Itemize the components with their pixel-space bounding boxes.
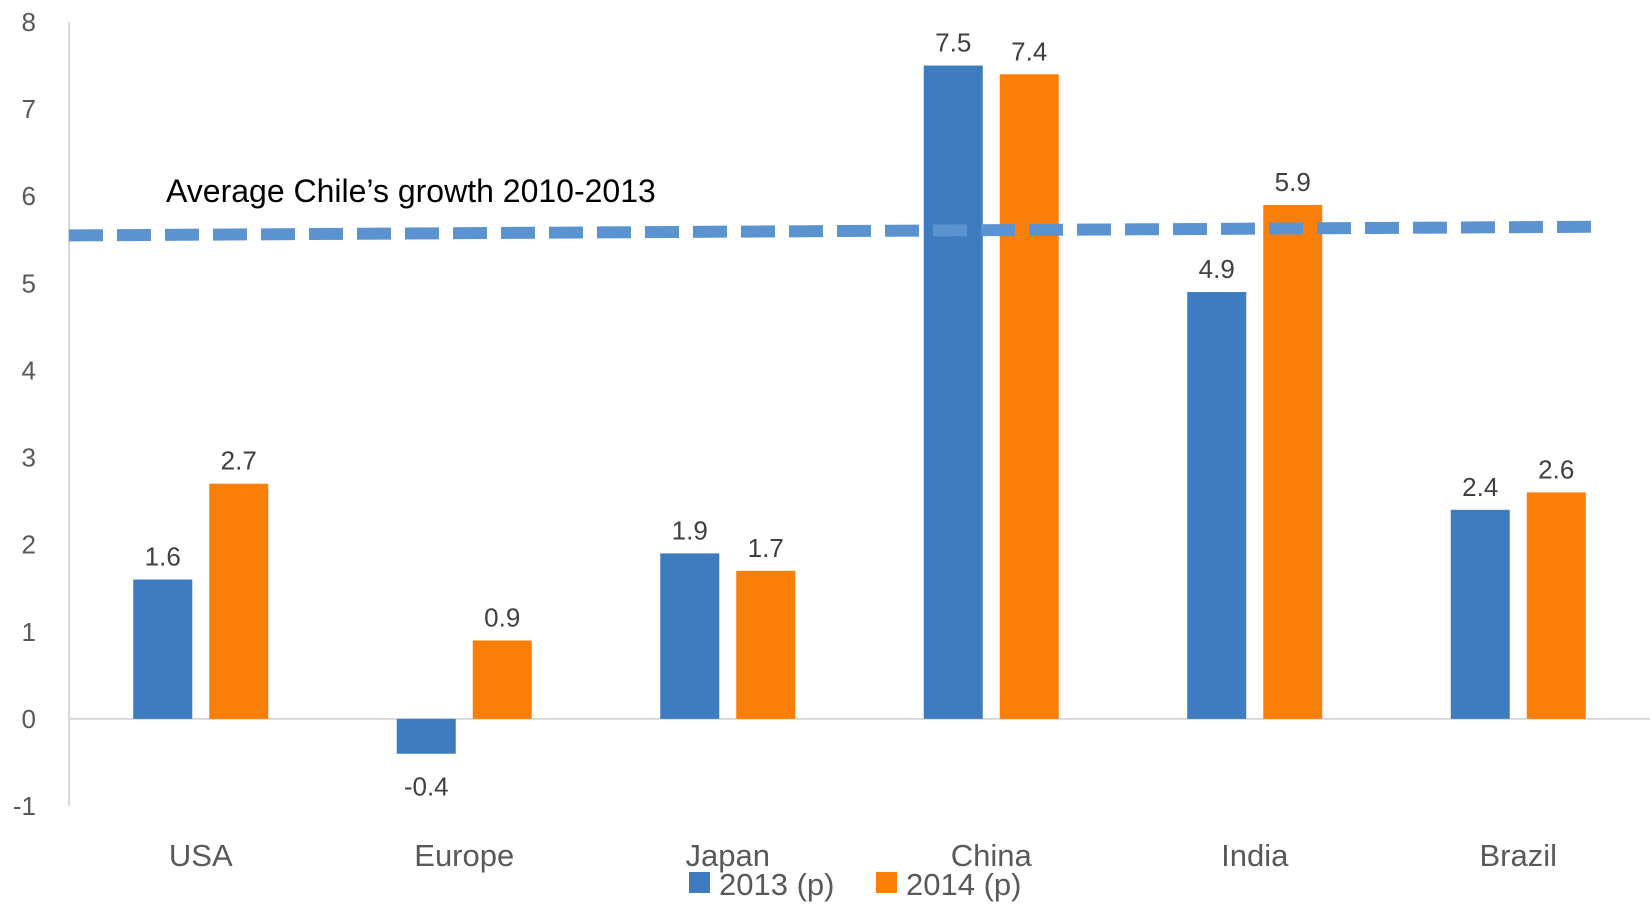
y-tick-label: 1 [22,617,36,647]
legend-label: 2013 (p) [719,867,834,902]
data-label: 2.7 [221,446,257,476]
bar-europe-series-2 [472,640,532,719]
data-labels-group: 1.6 2.7 -0.4 0.9 1.9 1.7 7.5 7.4 4.9 5.9 2.4 2.6 [145,28,1575,802]
legend-swatch-2 [876,872,897,893]
bar-japan-series-1 [660,553,720,719]
data-label: 5.9 [1275,167,1311,197]
bar-india-series-2 [1263,204,1323,719]
data-label: 0.9 [484,602,520,632]
reference-line-label: Average Chile’s growth 2010-2013 [166,173,656,209]
bar-brazil-series-2 [1526,492,1586,719]
data-label: 1.6 [145,542,181,572]
bar-china-series-2 [999,74,1059,719]
category-label: Europe [414,838,514,873]
reference-line-group: Average Chile’s growth 2010-2013 [68,173,1599,242]
data-label: 7.4 [1011,36,1047,66]
bar-india-series-1 [1187,292,1247,719]
y-tick-label: 6 [22,181,36,211]
y-tick-label: 4 [22,355,36,385]
category-label: China [951,838,1033,873]
bar-china-series-1 [923,65,983,719]
y-tick-label: 0 [22,704,36,734]
category-label: USA [169,838,233,873]
y-tick-label: 5 [22,268,36,298]
data-label: 1.9 [672,515,708,545]
category-labels-group: USA Europe Japan China India Brazil [169,838,1557,873]
category-label: India [1221,838,1289,873]
y-tick-label: -1 [13,791,36,821]
data-label: 1.7 [748,533,784,563]
bar-usa-series-2 [209,483,269,719]
y-tick-label: 3 [22,443,36,473]
bar-brazil-series-1 [1450,509,1510,719]
legend-label: 2014 (p) [906,867,1021,902]
category-label: Brazil [1479,838,1557,873]
data-label: 4.9 [1199,254,1235,284]
data-label: 2.4 [1462,472,1498,502]
bars-group [133,65,1586,754]
bar-usa-series-1 [133,579,193,719]
y-tick-label: 2 [22,530,36,560]
average-growth-reference-line [68,220,1599,242]
axes-group: -1 0 1 2 3 4 5 6 7 8 [13,7,1650,821]
data-label: 2.6 [1538,454,1574,484]
bar-japan-series-2 [736,570,796,719]
category-label: Japan [686,838,770,873]
data-label: -0.4 [404,772,449,802]
legend: 2013 (p) 2014 (p) [689,867,1021,902]
data-label: 7.5 [935,28,971,58]
y-tick-label: 8 [22,7,36,37]
y-tick-label: 7 [22,94,36,124]
legend-swatch-1 [689,872,710,893]
bar-europe-series-1 [396,718,456,754]
